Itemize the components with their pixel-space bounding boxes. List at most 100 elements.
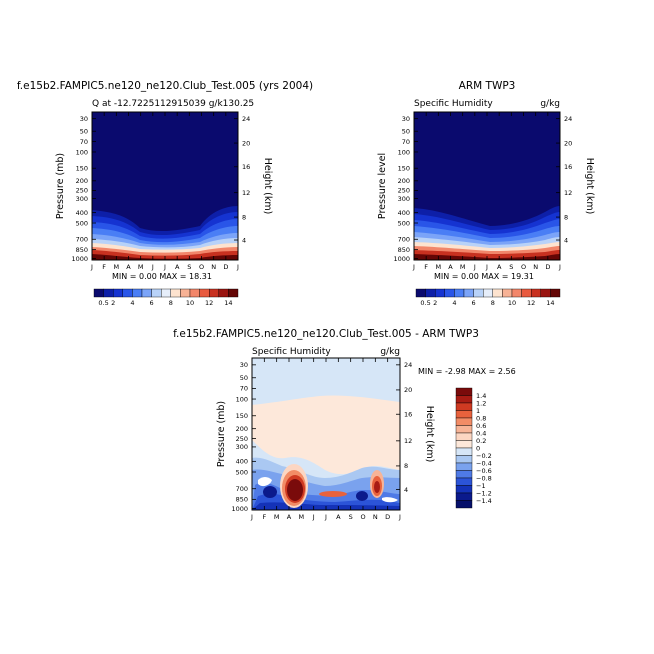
y-tick-label: 850 — [76, 246, 88, 254]
colorbar-box — [435, 288, 446, 298]
y-tick-label: 250 — [398, 187, 410, 195]
panel-model-ylabel: Pressure (mb) — [55, 153, 66, 219]
y-tick-label: 150 — [236, 412, 248, 420]
y-tick-label: 200 — [76, 177, 88, 185]
x-tick-label: M — [274, 513, 280, 521]
x-tick-label: D — [223, 263, 228, 271]
panel-obs-minmax: MIN = 0.00 MAX = 19.31 — [434, 272, 534, 281]
y-tick-label: 70 — [80, 138, 88, 146]
colorbar-box — [455, 462, 473, 471]
panel-model-plot — [92, 112, 238, 260]
x-tick-label: J — [236, 263, 239, 271]
y-tick-label: 70 — [402, 138, 410, 146]
x-tick-label: M — [114, 263, 120, 271]
x-tick-label: S — [509, 263, 513, 271]
panel-diff-ylabel-right: Height (km) — [424, 406, 435, 463]
x-tick-label: N — [533, 263, 538, 271]
colorbar-box — [199, 288, 210, 298]
colorbar-label: 10 — [186, 299, 194, 307]
colorbar-label: 0.5 — [98, 299, 108, 307]
x-tick-label: D — [545, 263, 550, 271]
region — [263, 486, 277, 498]
colorbar-label: 1.2 — [476, 399, 486, 407]
colorbar-label: 1.4 — [476, 392, 486, 400]
y-tick-label-right: 16 — [404, 411, 412, 419]
colorbar-label: 12 — [527, 299, 535, 307]
colorbar-label: 4 — [452, 299, 456, 307]
x-tick-label: J — [398, 513, 401, 521]
x-tick-label: F — [102, 263, 106, 271]
y-tick-label: 300 — [398, 195, 410, 203]
colorbar-box — [455, 477, 473, 486]
x-tick-label: J — [473, 263, 476, 271]
colorbar-box — [502, 288, 513, 298]
x-tick-label: A — [175, 263, 180, 271]
colorbar-label: 6 — [472, 299, 476, 307]
colorbar-box — [455, 470, 473, 479]
colorbar-box — [151, 288, 162, 298]
panel-diff-colorbar: 1.41.210.80.60.40.20−0.2−0.4−0.6−0.8−1−1… — [455, 387, 492, 509]
colorbar-box — [455, 425, 473, 434]
x-tick-label: J — [558, 263, 561, 271]
colorbar-box — [463, 288, 474, 298]
y-tick-label: 100 — [76, 148, 88, 156]
region — [374, 481, 380, 493]
x-tick-label: D — [385, 513, 390, 521]
x-tick-label: S — [349, 513, 353, 521]
y-tick-label-right: 8 — [242, 213, 246, 221]
x-tick-label: A — [448, 263, 453, 271]
colorbar-label: 14 — [224, 299, 232, 307]
y-tick-label: 30 — [402, 115, 410, 123]
y-tick-label-right: 20 — [242, 139, 250, 147]
y-tick-label: 300 — [236, 443, 248, 451]
x-tick-label: O — [199, 263, 204, 271]
panel-model-subtitle: Q at -12.7225112915039 g/k130.25 — [92, 99, 254, 109]
panel-obs-colorbar: 0.5 2 4 6 8 10 12 14 — [415, 288, 561, 307]
colorbar-box — [228, 288, 239, 298]
x-tick-label: M — [138, 263, 144, 271]
region — [319, 491, 347, 497]
region — [356, 491, 368, 501]
panel-diff: f.e15b2.FAMPIC5.ne120_ne120.Club_Test.00… — [173, 328, 516, 521]
x-tick-label: M — [436, 263, 442, 271]
colorbar-label: 8 — [169, 299, 173, 307]
colorbar-box — [103, 288, 114, 298]
x-tick-label: J — [412, 263, 415, 271]
colorbar-label: 6 — [150, 299, 154, 307]
x-tick-label: J — [250, 513, 253, 521]
colorbar-box — [170, 288, 181, 298]
y-tick-label: 500 — [236, 468, 248, 476]
region — [287, 479, 303, 501]
colorbar-box — [425, 288, 436, 298]
x-tick-label: N — [211, 263, 216, 271]
y-tick-label: 50 — [240, 374, 248, 382]
colorbar-label: −1.2 — [476, 489, 492, 497]
region — [258, 477, 272, 487]
x-tick-label: J — [151, 263, 154, 271]
y-tick-label: 1000 — [231, 505, 248, 513]
x-tick-label: A — [497, 263, 502, 271]
colorbar-box — [93, 288, 104, 298]
x-tick-label: M — [299, 513, 305, 521]
x-tick-label: J — [312, 513, 315, 521]
y-tick-label-right: 24 — [564, 115, 572, 123]
colorbar-box — [455, 440, 473, 449]
region — [252, 395, 400, 475]
colorbar-label: −0.8 — [476, 474, 492, 482]
y-tick-label-right: 4 — [242, 236, 246, 244]
panel-obs-title: ARM TWP3 — [459, 80, 516, 92]
x-tick-label: O — [360, 513, 365, 521]
colorbar-label: 0.8 — [476, 414, 486, 422]
y-tick-label-right: 4 — [404, 486, 408, 494]
panel-diff-subtitle: Specific Humidity — [252, 347, 331, 357]
colorbar-box — [531, 288, 542, 298]
y-tick-label: 30 — [240, 361, 248, 369]
colorbar-box — [455, 432, 473, 441]
colorbar-box — [455, 410, 473, 419]
x-tick-label: F — [262, 513, 266, 521]
colorbar-box — [483, 288, 494, 298]
colorbar-box — [454, 288, 465, 298]
colorbar-box — [511, 288, 522, 298]
y-tick-label: 700 — [398, 236, 410, 244]
colorbar-label: 0.4 — [476, 429, 486, 437]
